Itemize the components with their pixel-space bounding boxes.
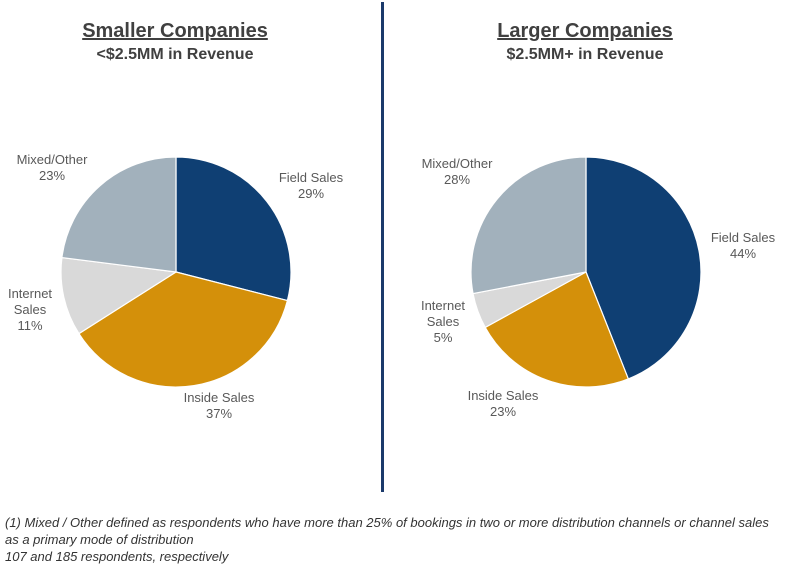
right-label-internet-sales: Internet Sales 5%	[421, 298, 465, 345]
left-label-inside-sales: Inside Sales 37%	[184, 390, 255, 421]
right-pie-slice-field-sales	[585, 156, 702, 380]
panel-divider	[381, 2, 384, 492]
left-pie-slice-internet-sales	[60, 256, 178, 335]
right-chart-title: Larger Companies	[497, 20, 673, 42]
right-label-inside-sales: Inside Sales 23%	[468, 388, 539, 419]
left-label-internet-sales: Internet Sales 11%	[8, 286, 52, 333]
right-pie-slice-mixed-other	[470, 156, 587, 295]
right-label-field-sales: Field Sales 44%	[711, 230, 776, 261]
pie-charts: Field Sales 29% Inside Sales 37% Internet Sal…	[8, 152, 776, 421]
footnote-definition: (1) Mixed / Other defined as respondents…	[5, 515, 769, 547]
left-pie-slice-field-sales	[175, 156, 292, 302]
right-pie-slice-inside-sales	[484, 271, 630, 388]
footnote: (1) Mixed / Other defined as respondents…	[5, 514, 785, 565]
left-label-field-sales: Field Sales 29%	[279, 170, 344, 201]
left-pie-slice-mixed-other	[61, 156, 177, 273]
left-chart-subtitle: <$2.5MM in Revenue	[96, 46, 254, 63]
left-chart-title: Smaller Companies	[82, 20, 268, 42]
footnote-respondents: 107 and 185 respondents, respectively	[5, 549, 229, 564]
right-chart-subtitle: $2.5MM+ in Revenue	[506, 46, 664, 63]
left-label-mixed-other: Mixed/Other 23%	[17, 152, 88, 183]
right-label-mixed-other: Mixed/Other 28%	[422, 156, 493, 187]
